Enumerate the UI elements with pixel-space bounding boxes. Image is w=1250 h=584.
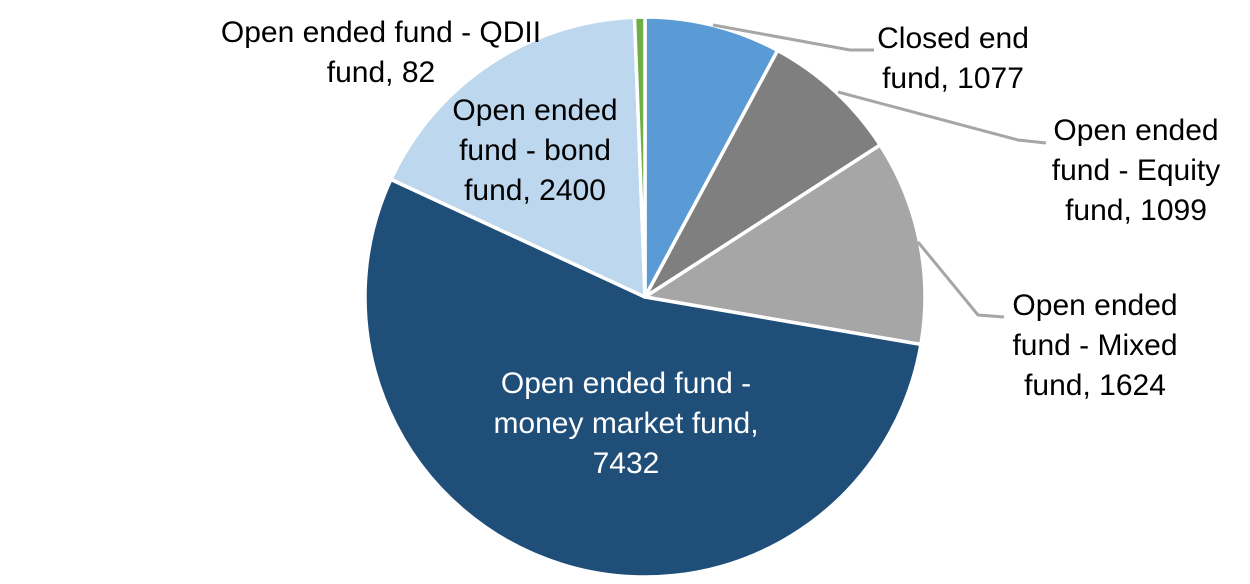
slice-label-money-market: Open ended fund - money market fund, 7432 xyxy=(493,364,758,484)
pie-slice-bond xyxy=(389,15,647,299)
slice-label-mixed: Open ended fund - Mixed fund, 1624 xyxy=(1012,286,1177,406)
pie-slice-money-market xyxy=(363,177,923,579)
slice-label-qdii: Open ended fund - QDII fund, 82 xyxy=(221,13,541,93)
slice-label-closed-end: Closed end fund, 1077 xyxy=(877,19,1029,99)
slice-label-line: Open ended xyxy=(1012,289,1178,322)
slice-label-line: Open ended fund - xyxy=(500,367,752,400)
slice-label-line: Open ended xyxy=(1053,114,1219,147)
slice-label-line: fund, 82 xyxy=(326,56,436,89)
slice-label-line: 7432 xyxy=(592,447,660,480)
slice-label-line: fund, 1099 xyxy=(1065,194,1207,227)
leader-line-mixed xyxy=(916,241,1005,319)
slice-label-line: fund, 2400 xyxy=(464,174,606,207)
slice-label-line: fund, 1624 xyxy=(1024,369,1166,402)
pie-slice-qdii xyxy=(632,15,647,299)
slice-label-equity: Open ended fund - Equity fund, 1099 xyxy=(1052,111,1220,231)
slice-label-line: Closed end xyxy=(877,22,1029,55)
slice-label-line: Open ended xyxy=(452,94,618,127)
slice-label-bond: Open ended fund - bond fund, 2400 xyxy=(452,91,617,211)
leader-line-equity xyxy=(837,90,1047,145)
pie-slice-mixed xyxy=(643,143,927,347)
slice-label-line: fund - bond xyxy=(459,134,611,167)
leader-line-closed-end xyxy=(712,23,874,52)
slice-label-line: Open ended fund - QDII xyxy=(220,16,542,49)
slice-label-line: fund - Mixed xyxy=(1012,329,1178,362)
slice-label-line: fund, 1077 xyxy=(882,62,1024,95)
slice-label-line: money market fund, xyxy=(493,407,759,440)
pie-slice-equity xyxy=(643,48,882,299)
slice-label-line: fund - Equity xyxy=(1051,154,1221,187)
